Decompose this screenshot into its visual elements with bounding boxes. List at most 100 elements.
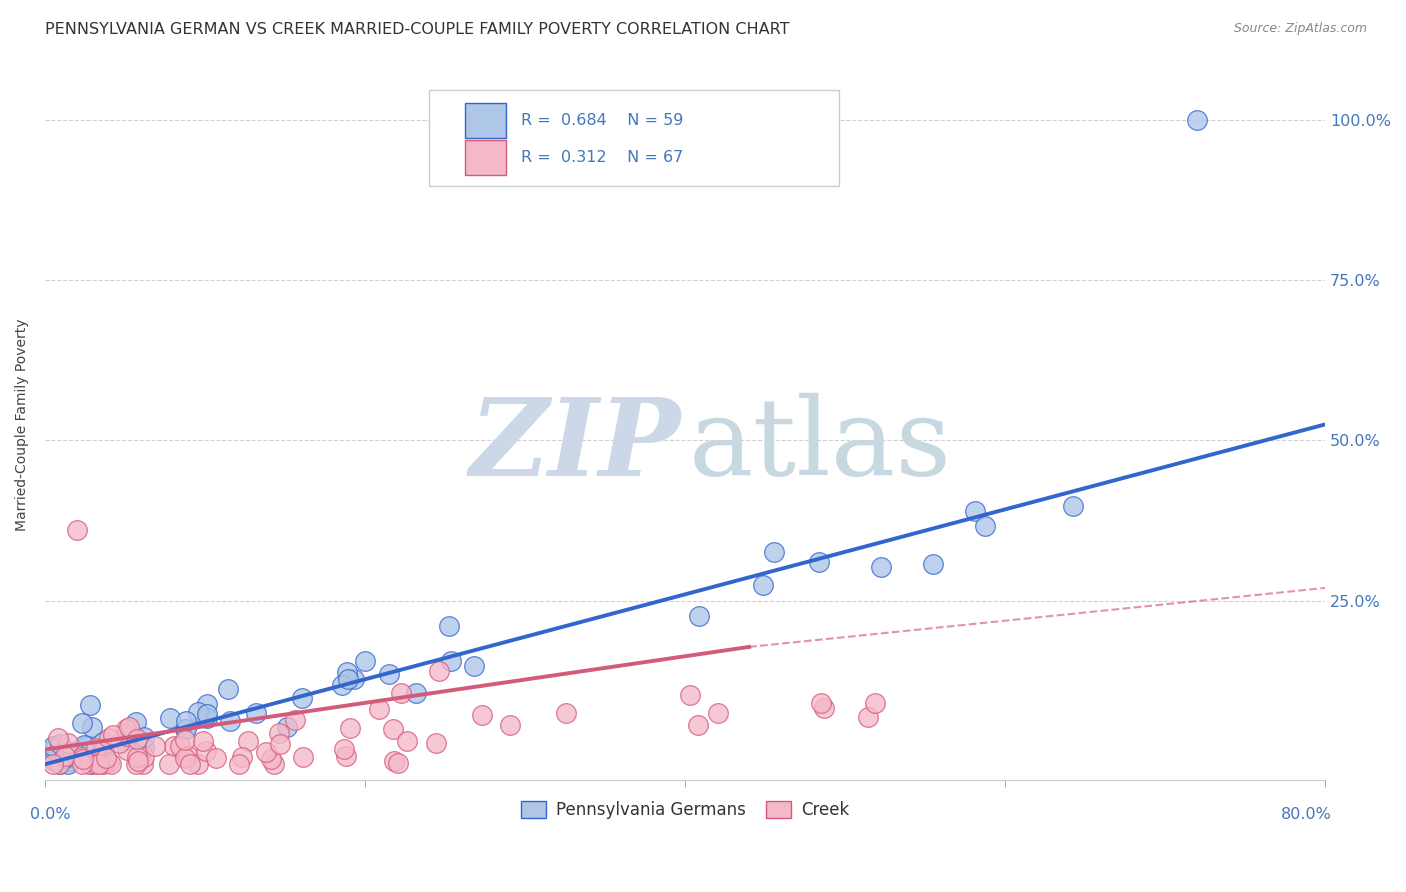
Point bbox=[84, 757, 107, 772]
Point bbox=[922, 557, 945, 571]
Point bbox=[688, 608, 710, 623]
Point bbox=[440, 654, 463, 668]
Point bbox=[267, 726, 290, 740]
Point bbox=[62, 745, 84, 759]
Point bbox=[96, 750, 118, 764]
Point bbox=[163, 739, 186, 753]
Text: 80.0%: 80.0% bbox=[1281, 807, 1331, 822]
Point bbox=[114, 733, 136, 747]
Text: R =  0.312    N = 67: R = 0.312 N = 67 bbox=[522, 150, 683, 165]
Point bbox=[72, 752, 94, 766]
Point bbox=[439, 618, 461, 632]
Point bbox=[115, 722, 138, 736]
Point bbox=[191, 734, 214, 748]
Point bbox=[195, 698, 218, 712]
Point bbox=[808, 555, 831, 569]
Y-axis label: Married-Couple Family Poverty: Married-Couple Family Poverty bbox=[15, 318, 30, 531]
Point bbox=[336, 665, 359, 679]
Point bbox=[228, 757, 250, 772]
Point bbox=[865, 697, 887, 711]
Point bbox=[93, 742, 115, 756]
Text: ZIP: ZIP bbox=[470, 392, 682, 499]
Point bbox=[389, 686, 412, 700]
Point bbox=[91, 743, 114, 757]
Point bbox=[70, 716, 93, 731]
Text: atlas: atlas bbox=[689, 393, 952, 499]
Point bbox=[132, 749, 155, 764]
Point bbox=[870, 560, 893, 574]
Point bbox=[107, 736, 129, 750]
Point bbox=[174, 732, 197, 747]
Point bbox=[98, 756, 121, 770]
Point bbox=[132, 757, 155, 772]
Point bbox=[378, 667, 401, 681]
Point bbox=[169, 739, 191, 753]
Point bbox=[115, 726, 138, 740]
Point bbox=[367, 702, 389, 716]
Point bbox=[117, 720, 139, 734]
Point bbox=[339, 721, 361, 735]
Point bbox=[707, 706, 730, 720]
Point bbox=[260, 752, 283, 766]
Point bbox=[205, 751, 228, 765]
Point bbox=[77, 757, 100, 772]
Text: PENNSYLVANIA GERMAN VS CREEK MARRIED-COUPLE FAMILY POVERTY CORRELATION CHART: PENNSYLVANIA GERMAN VS CREEK MARRIED-COU… bbox=[45, 22, 790, 37]
Point bbox=[686, 718, 709, 732]
Point bbox=[56, 736, 79, 750]
Point bbox=[974, 519, 997, 533]
Point bbox=[284, 713, 307, 727]
Point bbox=[174, 751, 197, 765]
Point bbox=[762, 545, 785, 559]
Point bbox=[405, 686, 427, 700]
Text: R =  0.684    N = 59: R = 0.684 N = 59 bbox=[522, 113, 683, 128]
Point bbox=[333, 742, 356, 756]
Point bbox=[70, 757, 93, 772]
Point bbox=[80, 720, 103, 734]
Point bbox=[91, 757, 114, 772]
Point bbox=[42, 753, 65, 767]
Point bbox=[353, 654, 375, 668]
Point bbox=[291, 691, 314, 706]
Point bbox=[276, 720, 298, 734]
Point bbox=[143, 739, 166, 754]
Point bbox=[1062, 499, 1084, 513]
Point bbox=[195, 706, 218, 721]
Legend: Pennsylvania Germans, Creek: Pennsylvania Germans, Creek bbox=[515, 794, 856, 825]
Point bbox=[48, 757, 70, 772]
Point bbox=[554, 706, 576, 720]
Point bbox=[382, 754, 405, 768]
Point bbox=[115, 729, 138, 743]
Point bbox=[236, 734, 259, 748]
Point bbox=[48, 731, 70, 745]
Point bbox=[427, 665, 450, 679]
Point bbox=[463, 659, 485, 673]
Point bbox=[382, 722, 405, 736]
Point bbox=[84, 740, 107, 755]
Point bbox=[387, 756, 409, 770]
Point bbox=[217, 682, 239, 697]
Point bbox=[471, 708, 494, 723]
Point bbox=[194, 743, 217, 757]
Point bbox=[292, 750, 315, 764]
Point bbox=[101, 728, 124, 742]
Point bbox=[231, 750, 253, 764]
Text: Source: ZipAtlas.com: Source: ZipAtlas.com bbox=[1233, 22, 1367, 36]
Point bbox=[87, 757, 110, 772]
Point bbox=[131, 738, 153, 752]
Point bbox=[125, 732, 148, 747]
Point bbox=[425, 736, 447, 750]
FancyBboxPatch shape bbox=[465, 103, 506, 137]
Point bbox=[75, 739, 97, 754]
Text: 0.0%: 0.0% bbox=[30, 807, 70, 822]
Point bbox=[93, 756, 115, 770]
Point bbox=[858, 710, 880, 724]
Point bbox=[117, 743, 139, 757]
Point bbox=[132, 730, 155, 744]
Point bbox=[73, 738, 96, 752]
Point bbox=[53, 749, 76, 764]
Point bbox=[174, 723, 197, 737]
Point bbox=[187, 757, 209, 772]
Point bbox=[42, 756, 65, 771]
Point bbox=[59, 754, 82, 768]
Point bbox=[752, 578, 775, 592]
